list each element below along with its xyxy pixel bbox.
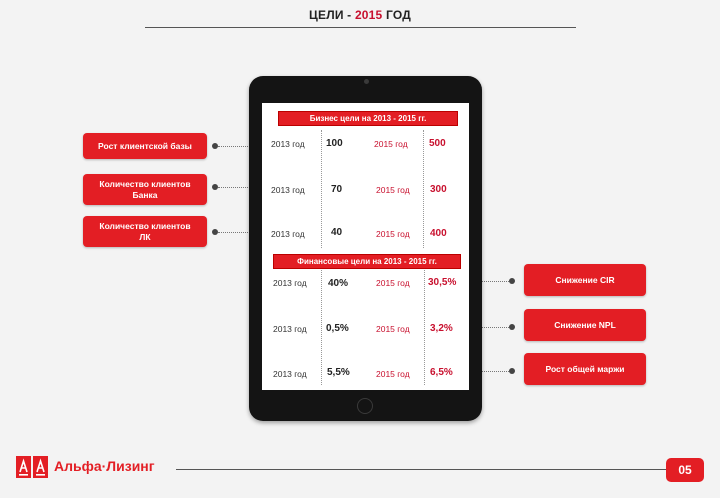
connector-line	[218, 146, 262, 147]
connector-line	[218, 232, 262, 233]
finance-goals-header: Финансовые цели на 2013 - 2015 гг.	[273, 254, 461, 269]
connector-dot	[509, 368, 515, 374]
column-divider	[423, 130, 424, 248]
connector-dot	[509, 278, 515, 284]
row-year-2015: 2015 год	[376, 369, 410, 379]
connector-line	[469, 281, 509, 282]
column-divider	[424, 270, 425, 385]
row-year-2013: 2013 год	[273, 369, 307, 379]
value-2015: 300	[430, 184, 447, 195]
row-year-2015: 2015 год	[374, 139, 408, 149]
row-year-2015: 2015 год	[376, 185, 410, 195]
value-2015: 6,5%	[430, 367, 453, 378]
label-bank-clients: Количество клиентов Банка	[83, 174, 207, 205]
value-2015: 500	[429, 138, 446, 149]
label-npl: Снижение NPL	[524, 309, 646, 341]
value-2013: 40%	[328, 278, 349, 289]
row-year-2013: 2013 год	[271, 139, 305, 149]
tablet-home-button	[357, 398, 373, 414]
label-cir: Снижение CIR	[524, 264, 646, 296]
label-leasing-clients: Количество клиентов ЛК	[83, 216, 207, 247]
connector-dot	[509, 324, 515, 330]
label-client-base: Рост клиентской базы	[83, 133, 207, 159]
value-2013: 5,5%	[327, 367, 350, 378]
value-2013: 0,5%	[326, 323, 349, 334]
connector-dot	[212, 143, 218, 149]
connector-line	[469, 371, 509, 372]
value-2013: 70	[331, 184, 343, 195]
value-2013: 40	[331, 227, 343, 238]
connector-dot	[212, 229, 218, 235]
value-2013: 100	[326, 138, 343, 149]
alfa-logo-icon	[16, 456, 48, 478]
business-goals-header: Бизнес цели на 2013 - 2015 гг.	[278, 111, 458, 126]
column-divider	[321, 270, 322, 385]
page-title: ЦЕЛИ - 2015 ГОД	[0, 8, 720, 22]
value-2015: 30,5%	[428, 277, 457, 288]
row-year-2015: 2015 год	[376, 229, 410, 239]
row-year-2013: 2013 год	[271, 229, 305, 239]
tablet-screen	[262, 103, 469, 390]
value-2015: 400	[430, 228, 447, 239]
connector-dot	[212, 184, 218, 190]
value-2015: 3,2%	[430, 323, 453, 334]
row-year-2013: 2013 год	[271, 185, 305, 195]
connector-line	[469, 327, 509, 328]
title-divider	[145, 27, 576, 28]
label-margin: Рост общей маржи	[524, 353, 646, 385]
title-suffix: ГОД	[385, 8, 411, 22]
title-prefix: ЦЕЛИ -	[309, 8, 352, 22]
column-divider	[321, 130, 322, 248]
title-year: 2015	[354, 8, 383, 22]
tablet-camera	[364, 79, 369, 84]
connector-line	[218, 187, 262, 188]
brand-name: Альфа·Лизинг	[54, 458, 155, 474]
row-year-2015: 2015 год	[376, 278, 410, 288]
row-year-2013: 2013 год	[273, 324, 307, 334]
row-year-2015: 2015 год	[376, 324, 410, 334]
row-year-2013: 2013 год	[273, 278, 307, 288]
page-number-badge: 05	[666, 458, 704, 482]
footer-divider	[176, 469, 666, 470]
